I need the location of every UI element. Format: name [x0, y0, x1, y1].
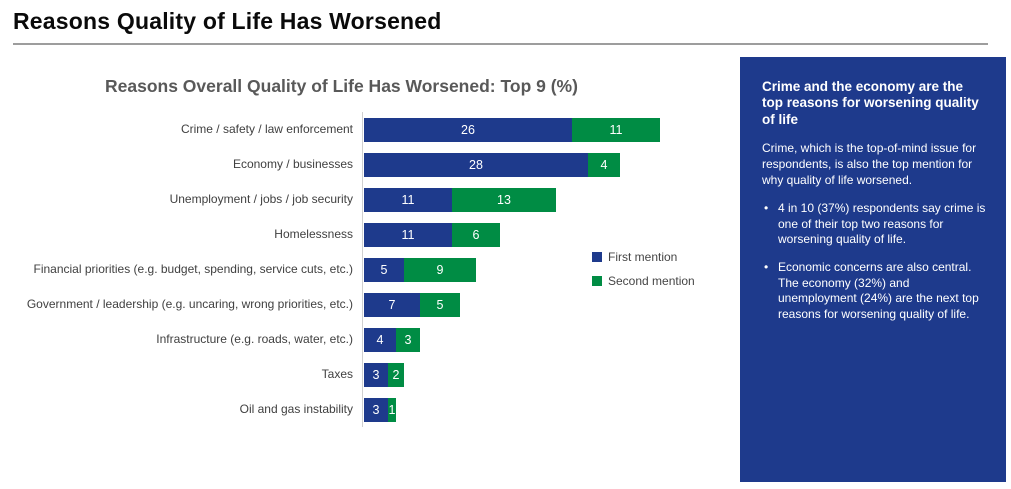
chart-legend: First mention Second mention	[592, 250, 695, 298]
legend-label-second-mention: Second mention	[608, 274, 695, 288]
legend-swatch-second-mention	[592, 276, 602, 286]
bar-segment: 13	[452, 187, 556, 212]
title-divider	[13, 43, 988, 45]
category-label: Infrastructure (e.g. roads, water, etc.)	[156, 331, 353, 346]
bar-group: 11 6	[362, 217, 500, 252]
chart-row: Infrastructure (e.g. roads, water, etc.)…	[12, 322, 712, 357]
insight-bullet-list: 4 in 10 (37%) respondents say crime is o…	[762, 201, 986, 322]
insight-panel: Crime and the economy are the top reason…	[740, 57, 1006, 482]
bar-segment: 28	[364, 152, 588, 177]
chart-row: Oil and gas instability 3 1	[12, 392, 712, 427]
category-label: Homelessness	[274, 226, 353, 241]
insight-heading: Crime and the economy are the top reason…	[762, 79, 979, 127]
bar-group: 26 11	[362, 112, 660, 147]
legend-item-first-mention: First mention	[592, 250, 695, 264]
category-label: Economy / businesses	[232, 156, 353, 171]
bar-group: 28 4	[362, 147, 620, 182]
bar-segment: 1	[388, 397, 396, 422]
bar-segment: 5	[420, 292, 460, 317]
bar-segment: 2	[388, 362, 404, 387]
category-label: Crime / safety / law enforcement	[180, 121, 353, 136]
category-label: Taxes	[321, 366, 353, 381]
bar-segment: 6	[452, 222, 500, 247]
bar-segment: 3	[396, 327, 420, 352]
chart-row: Homelessness 11 6	[12, 217, 712, 252]
chart-row: Unemployment / jobs / job security 11 13	[12, 182, 712, 217]
bar-segment: 11	[572, 117, 660, 142]
bar-segment: 9	[404, 257, 476, 282]
insight-intro: Crime, which is the top-of-mind issue fo…	[762, 141, 977, 187]
chart-rows: Crime / safety / law enforcement 26 11 Econ…	[12, 112, 712, 427]
chart-title: Reasons Overall Quality of Life Has Wors…	[105, 76, 578, 96]
bar-segment: 5	[364, 257, 404, 282]
chart-row: Economy / businesses 28 4	[12, 147, 712, 182]
legend-swatch-first-mention	[592, 252, 602, 262]
legend-item-second-mention: Second mention	[592, 274, 695, 288]
chart-row: Taxes 3 2	[12, 357, 712, 392]
bar-segment: 4	[588, 152, 620, 177]
insight-bullet: 4 in 10 (37%) respondents say crime is o…	[762, 201, 986, 248]
bar-segment: 11	[364, 222, 452, 247]
category-label: Oil and gas instability	[239, 401, 353, 416]
category-label: Government / leadership (e.g. uncaring, …	[26, 296, 353, 311]
bar-segment: 11	[364, 187, 452, 212]
chart-row: Financial priorities (e.g. budget, spend…	[12, 252, 712, 287]
bar-segment: 26	[364, 117, 572, 142]
bar-segment: 3	[364, 362, 388, 387]
category-label: Unemployment / jobs / job security	[169, 191, 353, 206]
insight-bullet: Economic concerns are also central. The …	[762, 260, 986, 322]
bar-segment: 4	[364, 327, 396, 352]
chart-row: Crime / safety / law enforcement 26 11	[12, 112, 712, 147]
chart-row: Government / leadership (e.g. uncaring, …	[12, 287, 712, 322]
page-title: Reasons Quality of Life Has Worsened	[13, 8, 442, 34]
bar-segment: 7	[364, 292, 420, 317]
bar-group: 11 13	[362, 182, 556, 217]
category-label: Financial priorities (e.g. budget, spend…	[33, 261, 354, 276]
bar-segment: 3	[364, 397, 388, 422]
legend-label-first-mention: First mention	[608, 250, 678, 264]
